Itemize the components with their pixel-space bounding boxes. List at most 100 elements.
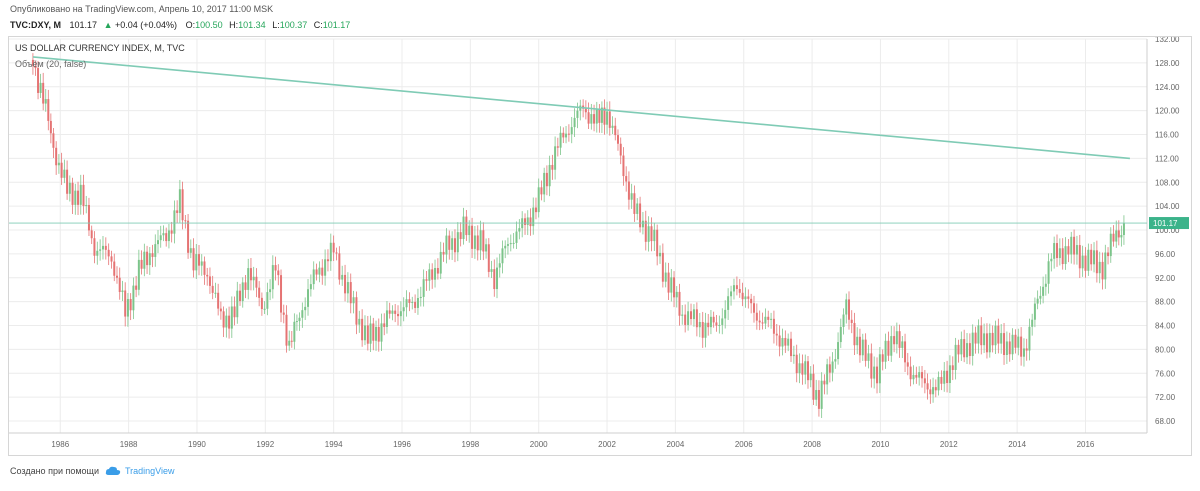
candle-body (101, 245, 104, 250)
high-label: H: (229, 20, 239, 30)
candle-body (156, 240, 159, 245)
y-tick-label: 112.00 (1155, 154, 1179, 163)
candle-body (326, 259, 329, 262)
candle-body (129, 299, 132, 311)
candle-body (741, 292, 744, 300)
candle-body (1101, 261, 1104, 280)
candle-body (425, 279, 428, 281)
candle-body (1098, 261, 1101, 274)
candle-body (747, 296, 750, 299)
candle-body (678, 291, 681, 316)
candle-body (537, 187, 540, 213)
candle-body (653, 229, 656, 242)
candle-body (548, 164, 551, 187)
candle-body (881, 354, 884, 362)
candle-body (730, 291, 733, 297)
candle-body (870, 353, 873, 379)
candle-body (501, 248, 504, 264)
candle-body (63, 169, 66, 178)
candle-body (277, 270, 280, 276)
candle-body (845, 299, 848, 315)
candle-body (656, 229, 659, 257)
tradingview-link[interactable]: TradingView (105, 466, 175, 476)
created-with-label: Создано при помощи (10, 466, 99, 476)
candle-body (876, 366, 879, 384)
candle-body (377, 326, 380, 342)
candle-body (735, 285, 738, 289)
candle-body (1036, 298, 1039, 304)
candle-body (971, 332, 974, 356)
candle-body (217, 292, 220, 309)
candle-body (839, 326, 842, 343)
price-chart[interactable]: 132.00 128.00 124.00 120.00 116.00 112.00 108.… (9, 35, 1191, 455)
candle-body (659, 252, 662, 257)
candle-body (639, 203, 642, 228)
candle-body (399, 311, 402, 317)
candle-body (312, 269, 315, 285)
candle-body (66, 169, 69, 194)
candle-body (453, 238, 456, 253)
candle-body (509, 243, 512, 245)
candle-body (344, 274, 347, 294)
candle-body (208, 276, 211, 286)
candle-body (439, 251, 442, 274)
x-tick-label: 2016 (1077, 440, 1095, 449)
candle-body (647, 226, 650, 242)
candle-body (363, 325, 366, 341)
candle-body (848, 299, 851, 320)
y-tick-label: 96.00 (1155, 250, 1176, 259)
candle-body (980, 325, 983, 346)
candle-body (644, 220, 647, 242)
candle-body (487, 244, 490, 272)
candle-body (707, 322, 710, 328)
candle-body (954, 344, 957, 370)
candle-body (630, 193, 633, 200)
candle-body (709, 316, 712, 328)
candle-body (233, 306, 236, 318)
candle-body (402, 307, 405, 312)
candle-body (974, 332, 977, 344)
candle-body (641, 220, 644, 228)
candle-body (611, 125, 614, 128)
candle-body (1003, 333, 1006, 355)
candle-body (68, 182, 71, 194)
candle-body (701, 321, 704, 338)
candle-body (140, 259, 143, 269)
candle-body (44, 99, 47, 104)
x-tick-label: 1986 (51, 440, 69, 449)
candle-body (482, 230, 485, 252)
candle-body (801, 363, 804, 375)
cloud-icon (105, 466, 121, 475)
candle-body (921, 372, 924, 379)
candle-body (428, 269, 431, 281)
chart-frame[interactable]: 132.00 128.00 124.00 120.00 116.00 112.00 108.… (8, 35, 1192, 456)
candle-body (1028, 326, 1031, 351)
candle-body (622, 155, 625, 177)
candle-body (471, 225, 474, 249)
candle-body (184, 220, 187, 222)
candle-body (673, 277, 676, 298)
candle-body (315, 269, 318, 275)
candle-body (476, 235, 479, 251)
candle-body (524, 218, 527, 225)
candle-body (994, 325, 997, 346)
candle-body (616, 135, 619, 144)
candle-body (282, 312, 285, 315)
volume-indicator-label: Объём (20, false) (15, 59, 86, 69)
x-tick-label: 1990 (188, 440, 206, 449)
candle-body (873, 366, 876, 379)
candle-body (898, 331, 901, 348)
candle-body (554, 146, 557, 170)
candle-body (187, 220, 190, 253)
candle-body (562, 132, 565, 138)
candle-body (148, 253, 151, 266)
candle-body (366, 325, 369, 344)
brand-label: TradingView (124, 466, 175, 476)
candle-body (906, 362, 909, 367)
candle-body (137, 259, 140, 290)
candle-body (823, 380, 826, 385)
candle-body (77, 190, 80, 205)
candle-body (405, 299, 408, 308)
candle-body (244, 282, 247, 290)
y-axis: 132.00 128.00 124.00 120.00 116.00 112.00 108.… (1149, 35, 1189, 426)
